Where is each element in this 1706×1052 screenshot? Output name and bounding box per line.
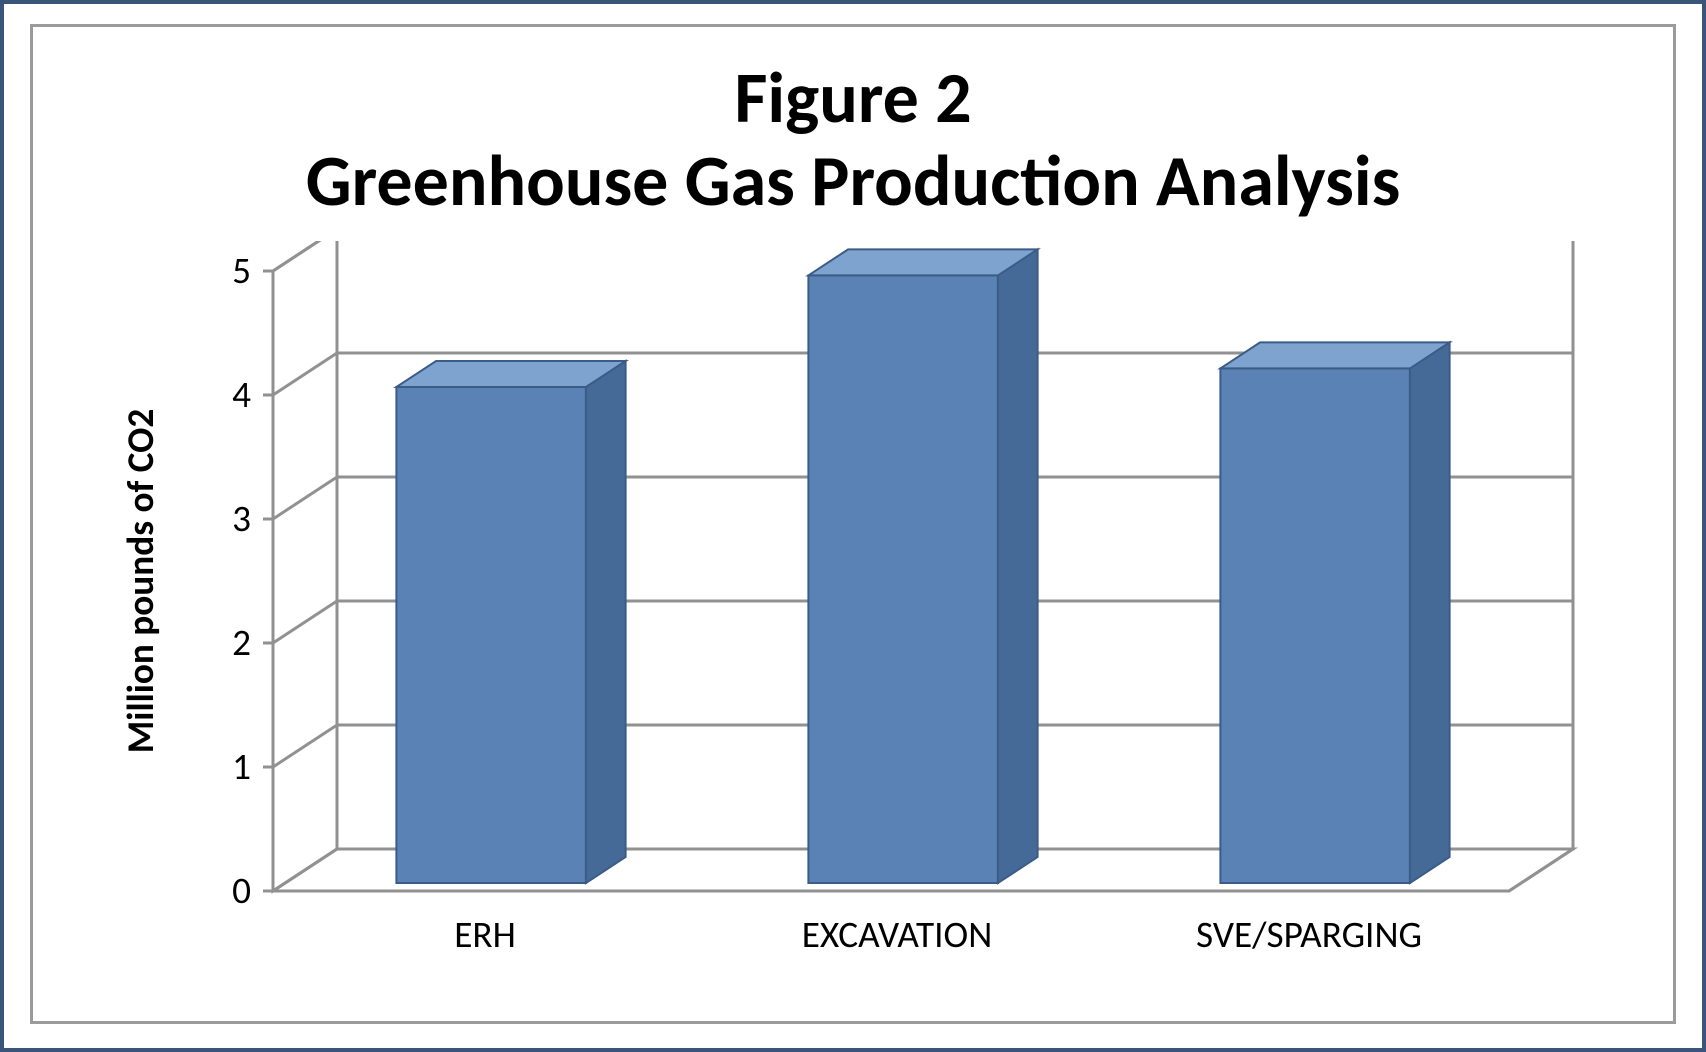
svg-text:Million pounds of CO2: Million pounds of CO2: [119, 408, 164, 752]
svg-text:4: 4: [232, 373, 251, 418]
svg-text:3: 3: [232, 497, 251, 542]
svg-text:1: 1: [232, 745, 251, 790]
svg-text:SVE/SPARGING: SVE/SPARGING: [1196, 913, 1422, 958]
title-line-2: Greenhouse Gas Production Analysis: [306, 140, 1401, 223]
svg-text:EXCAVATION: EXCAVATION: [802, 913, 992, 958]
chart-container: Figure 2 Greenhouse Gas Production Analy…: [30, 24, 1676, 1024]
svg-text:2: 2: [232, 621, 251, 666]
chart-area: 0 1 2 3 4 5 ERH EXCAVATION SVE/SPARGING Million p…: [53, 241, 1653, 1011]
title-line-1: Figure 2: [306, 57, 1401, 140]
svg-text:5: 5: [232, 249, 251, 294]
outer-frame: Figure 2 Greenhouse Gas Production Analy…: [0, 0, 1706, 1052]
svg-text:ERH: ERH: [454, 913, 516, 958]
svg-text:0: 0: [232, 869, 251, 914]
chart-title: Figure 2 Greenhouse Gas Production Analy…: [306, 57, 1401, 223]
bar-chart-3d: 0 1 2 3 4 5 ERH EXCAVATION SVE/SPARGING Million p…: [73, 241, 1633, 1001]
